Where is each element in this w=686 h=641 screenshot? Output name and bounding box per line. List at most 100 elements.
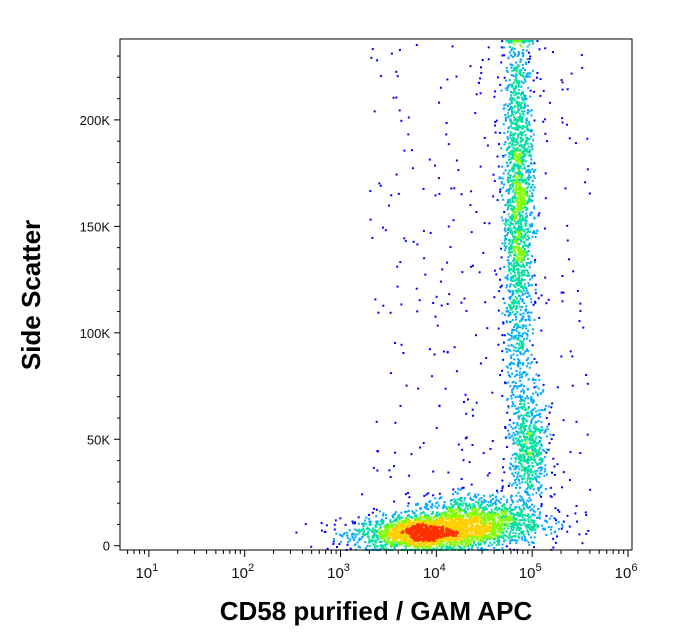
event-dot bbox=[531, 503, 533, 506]
event-dot bbox=[435, 295, 438, 298]
event-dot bbox=[527, 176, 530, 179]
event-dot bbox=[510, 94, 512, 97]
event-dot bbox=[433, 543, 436, 546]
event-dot bbox=[431, 543, 434, 546]
event-dot bbox=[530, 477, 533, 480]
event-dot bbox=[487, 515, 489, 517]
event-dot bbox=[491, 518, 494, 521]
event-dot bbox=[544, 132, 547, 135]
event-dot bbox=[513, 513, 516, 516]
event-dot bbox=[436, 542, 439, 545]
event-dot bbox=[484, 301, 487, 304]
event-dot bbox=[534, 427, 537, 430]
event-dot bbox=[522, 75, 525, 78]
event-dot bbox=[521, 191, 523, 194]
event-dot bbox=[512, 290, 515, 293]
event-dot bbox=[524, 407, 527, 410]
event-dot bbox=[525, 232, 528, 235]
event-dot bbox=[535, 453, 538, 456]
event-dot bbox=[513, 325, 515, 328]
event-dot bbox=[519, 508, 521, 511]
event-dot bbox=[528, 110, 531, 113]
event-dot bbox=[513, 225, 516, 228]
event-dot bbox=[463, 539, 465, 542]
event-dot bbox=[521, 446, 524, 448]
event-dot bbox=[489, 495, 492, 498]
event-dot bbox=[527, 138, 530, 141]
event-dot bbox=[446, 303, 449, 305]
event-dot bbox=[415, 514, 418, 517]
event-dot bbox=[522, 293, 525, 296]
event-dot bbox=[517, 224, 520, 227]
event-dot bbox=[540, 392, 542, 395]
event-dot bbox=[448, 546, 451, 549]
event-dot bbox=[520, 225, 523, 228]
event-dot bbox=[519, 215, 522, 218]
event-dot bbox=[508, 518, 511, 521]
event-dot bbox=[496, 491, 499, 494]
event-dot bbox=[449, 506, 452, 509]
event-dot bbox=[536, 394, 539, 397]
event-dot bbox=[459, 545, 462, 548]
event-dot bbox=[516, 524, 519, 527]
event-dot bbox=[486, 516, 489, 519]
event-dot bbox=[442, 543, 444, 546]
event-dot bbox=[510, 122, 513, 125]
event-dot bbox=[515, 370, 518, 372]
event-dot bbox=[508, 215, 511, 218]
event-dot bbox=[523, 103, 526, 106]
event-dot bbox=[391, 534, 394, 537]
event-dot bbox=[538, 472, 541, 475]
event-dot bbox=[514, 289, 517, 292]
event-dot bbox=[521, 112, 524, 115]
event-dot bbox=[515, 74, 518, 77]
event-dot bbox=[375, 539, 378, 542]
event-dot bbox=[539, 440, 542, 443]
event-dot bbox=[507, 109, 510, 112]
event-dot bbox=[503, 211, 506, 213]
event-dot bbox=[540, 472, 543, 475]
event-dot bbox=[428, 521, 431, 524]
event-dot bbox=[523, 283, 526, 286]
event-dot bbox=[372, 543, 375, 546]
event-dot bbox=[422, 520, 425, 523]
event-dot bbox=[507, 180, 510, 183]
event-dot bbox=[515, 204, 518, 207]
event-dot bbox=[504, 154, 507, 156]
event-dot bbox=[539, 415, 542, 418]
event-dot bbox=[482, 541, 485, 544]
event-dot bbox=[523, 477, 526, 480]
event-dot bbox=[326, 547, 329, 550]
event-dot bbox=[408, 545, 411, 547]
event-dot bbox=[510, 495, 513, 498]
event-dot bbox=[376, 545, 379, 548]
event-dot bbox=[527, 411, 530, 414]
event-dot bbox=[511, 216, 514, 219]
event-dot bbox=[510, 337, 513, 340]
event-dot bbox=[524, 350, 527, 352]
event-dot bbox=[349, 547, 352, 550]
event-dot bbox=[446, 514, 449, 517]
event-dot bbox=[527, 86, 530, 89]
event-dot bbox=[489, 447, 492, 450]
event-dot bbox=[501, 505, 504, 508]
event-dot bbox=[531, 199, 534, 202]
event-dot bbox=[405, 523, 408, 526]
event-dot bbox=[465, 544, 468, 547]
event-dot bbox=[456, 503, 459, 505]
event-dot bbox=[470, 535, 473, 538]
event-dot bbox=[518, 211, 521, 214]
event-dot bbox=[501, 536, 504, 539]
event-dot bbox=[489, 527, 492, 529]
event-dot bbox=[528, 195, 531, 198]
event-dot bbox=[544, 488, 547, 490]
event-dot bbox=[519, 40, 522, 43]
event-dot bbox=[449, 545, 452, 548]
event-dot bbox=[512, 249, 515, 252]
event-dot bbox=[519, 159, 522, 162]
event-dot bbox=[521, 372, 524, 375]
event-dot bbox=[475, 535, 478, 537]
event-dot bbox=[513, 258, 516, 261]
event-dot bbox=[491, 530, 494, 533]
event-dot bbox=[529, 424, 532, 427]
